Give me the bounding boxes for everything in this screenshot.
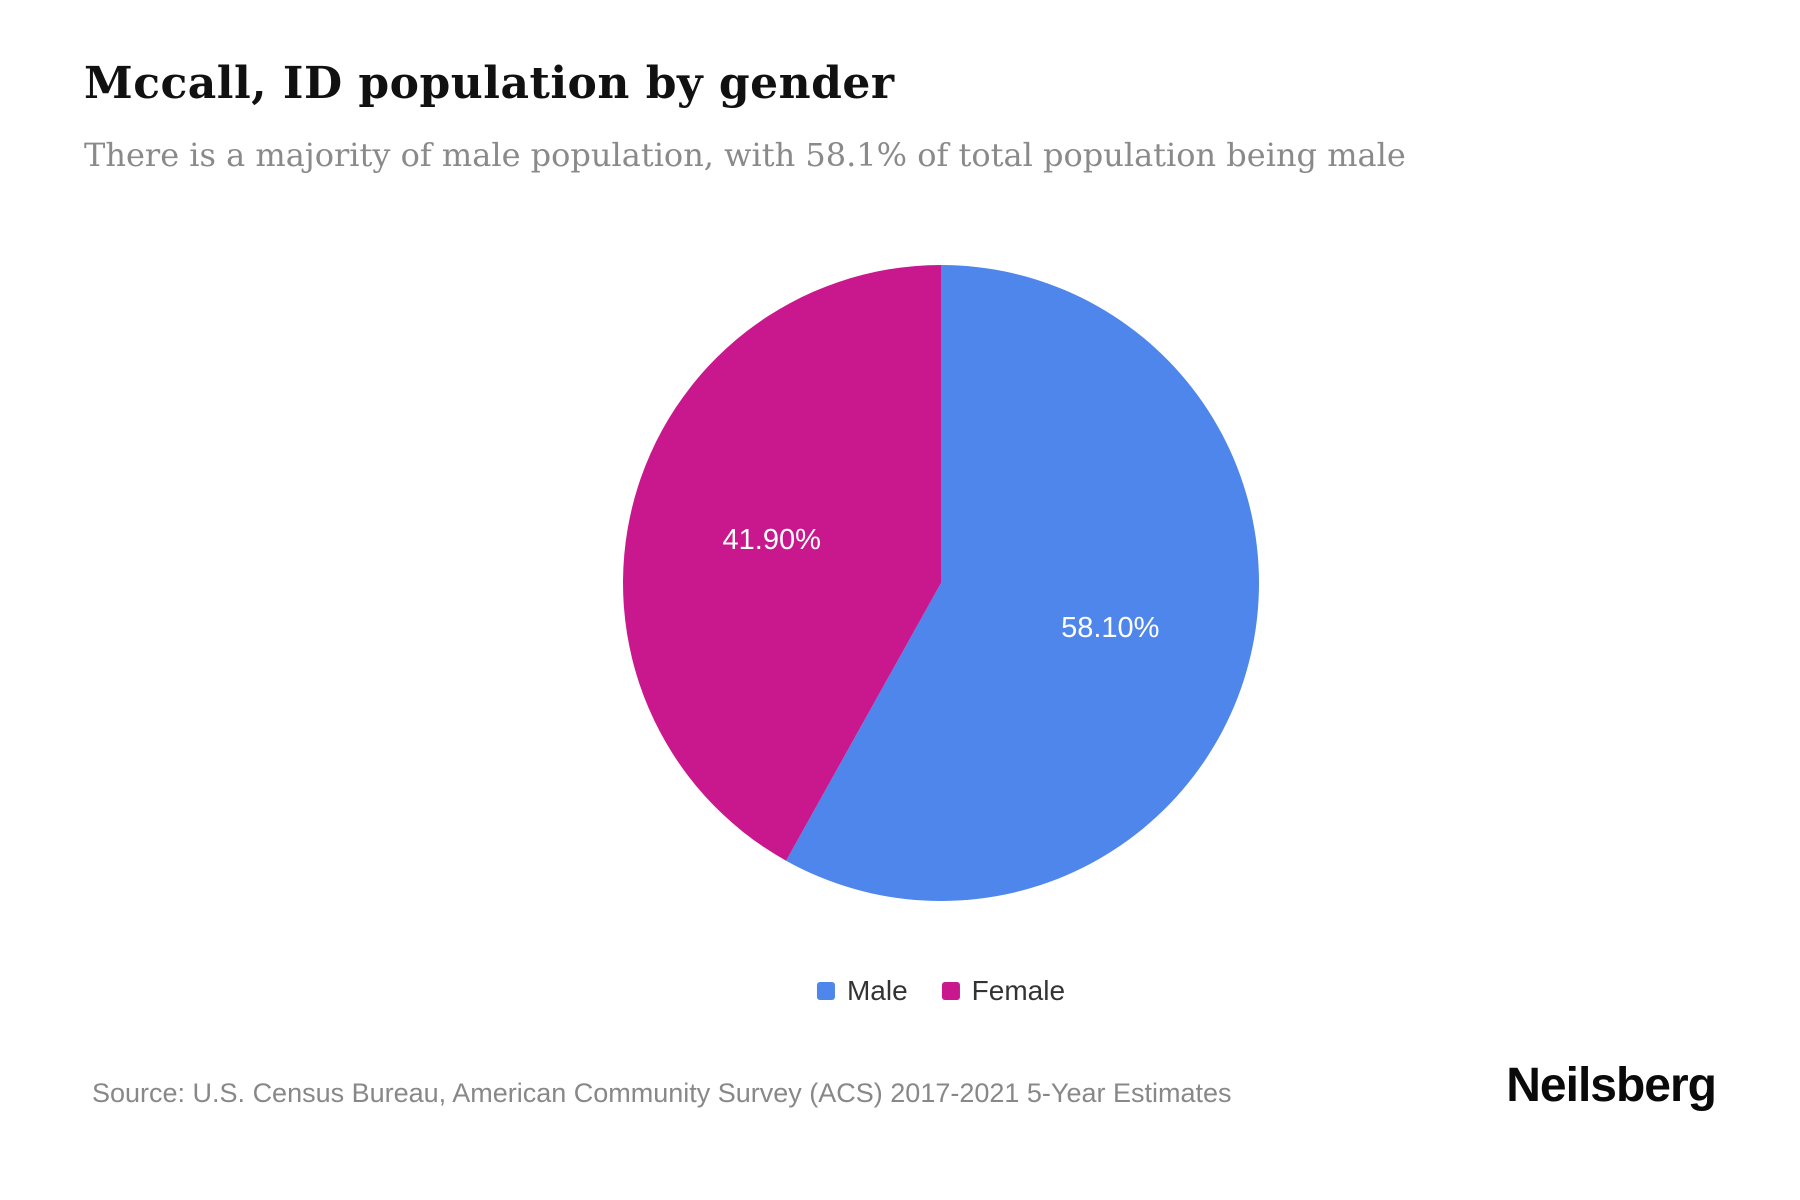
page-title: Mccall, ID population by gender xyxy=(84,58,895,109)
legend-label-male: Male xyxy=(846,975,908,1006)
pie-label-female: 41.90% xyxy=(723,524,821,556)
legend-item-female[interactable]: Female xyxy=(941,975,1066,1007)
legend-label-female: Female xyxy=(971,975,1066,1006)
pie-slice-male xyxy=(786,265,1259,901)
brand-logo: Neilsberg xyxy=(1506,1059,1717,1112)
pie-label-male: 58.10% xyxy=(1061,612,1159,644)
pie-slice-female xyxy=(623,265,941,861)
page-subtitle: There is a majority of male population, … xyxy=(84,136,1406,174)
pie-chart: 58.10% 41.90% xyxy=(616,258,1266,908)
legend-swatch-female xyxy=(941,982,960,1000)
legend-swatch-male xyxy=(816,982,835,1000)
legend-item-male[interactable]: Male xyxy=(816,975,908,1007)
source-note: Source: U.S. Census Bureau, American Com… xyxy=(92,1078,1232,1108)
pie-chart-svg: 58.10% 41.90% xyxy=(623,265,1259,901)
chart-legend: Male Female xyxy=(816,975,1066,1007)
